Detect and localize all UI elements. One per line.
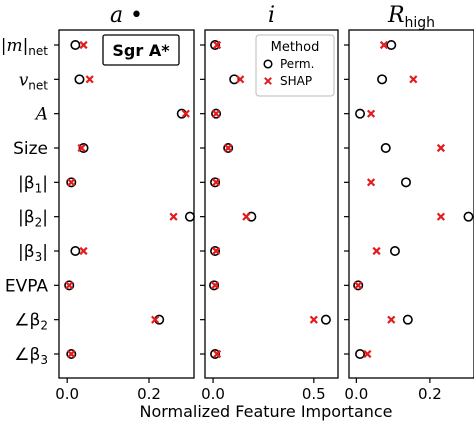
perm-point (355, 348, 366, 359)
x-tick-label: 0.0 (201, 385, 225, 403)
shap-point (354, 281, 363, 290)
perm-point (463, 211, 474, 222)
annotation-text: Sgr A* (112, 41, 170, 60)
shap-point (65, 281, 74, 290)
feature-label: ∠β2 (14, 311, 48, 333)
perm-point (210, 39, 221, 50)
legend-title: Method (271, 40, 320, 55)
legend-marker-shap (264, 77, 272, 85)
feature-label: EVPA (5, 276, 49, 296)
shap-point (213, 349, 222, 359)
feature-label: ∠β3 (14, 345, 48, 367)
legend-marker-perm (263, 59, 273, 69)
shap-point (436, 212, 445, 221)
feature-label: |m|net (1, 36, 49, 58)
panel: 0.0 0.2 a • Sgr A* (54, 3, 195, 403)
panel-title: a • (110, 3, 143, 28)
perm-point (210, 246, 221, 257)
perm-point (64, 280, 75, 291)
shap-point (363, 349, 372, 359)
perm-point (386, 39, 397, 50)
perm-point (229, 74, 240, 85)
shap-point (387, 315, 396, 324)
annotation-box (102, 34, 180, 66)
perm-point (223, 143, 234, 154)
perm-point (209, 280, 220, 291)
perm-point (380, 143, 391, 154)
panel-frame (348, 29, 474, 379)
shap-point (213, 40, 222, 50)
feature-label: |β2| (18, 208, 48, 230)
x-axis-label: Normalized Feature Importance (139, 402, 392, 421)
panel-frame (204, 29, 339, 379)
feature-label: |β1| (18, 173, 48, 195)
legend-box (255, 34, 335, 97)
perm-point (70, 246, 81, 257)
shap-point (366, 178, 376, 187)
shap-point (181, 109, 190, 118)
perm-point (210, 177, 221, 188)
feature-labels: |m|net vnet A Size |β1| |β2| |β3| EVPA ∠β2 ∠β3 (1, 36, 49, 367)
panel: 0.0 0.5 i Method Perm. SHAP (200, 3, 339, 403)
shap-point (242, 212, 251, 221)
shap-point (151, 315, 160, 324)
perm-point (66, 348, 77, 359)
shap-point (372, 246, 381, 256)
perm-point (184, 211, 195, 222)
shap-point (236, 75, 245, 84)
perm-point (211, 108, 222, 119)
perm-point (70, 39, 81, 50)
x-tick-label: 0.0 (344, 385, 368, 403)
panel-title: i (268, 3, 275, 28)
perm-point (402, 314, 413, 325)
panel: 0.0 0.2 Rhigh (344, 3, 474, 403)
shap-point (379, 40, 389, 50)
shap-point (212, 109, 221, 118)
shap-point (67, 349, 76, 359)
shap-point (224, 143, 233, 153)
perm-point (377, 74, 388, 85)
perm-point (400, 177, 411, 188)
feature-label: Size (13, 139, 48, 159)
x-tick-label: 0.0 (55, 385, 79, 403)
panel-title: Rhigh (387, 3, 435, 31)
shap-point (79, 246, 88, 256)
shap-point (210, 281, 220, 290)
shap-point (436, 143, 445, 153)
panel-frame (58, 29, 195, 379)
shap-point (212, 178, 221, 187)
legend-label: Perm. (280, 57, 314, 71)
perm-point (355, 108, 366, 119)
shap-point (85, 75, 94, 84)
perm-point (78, 143, 89, 154)
legend-label: SHAP (280, 74, 312, 88)
panels: 0.0 0.2a •Sgr A*0.0 0.5iMethodPerm.SHAP0.0… (54, 3, 474, 403)
perm-point (353, 280, 364, 291)
x-tick-label: 0.2 (137, 385, 161, 403)
shap-point (67, 178, 76, 187)
x-tick-label: 0.2 (418, 385, 442, 403)
x-tick-label: 0.5 (302, 385, 326, 403)
feature-label: A (34, 105, 48, 125)
feature-label: vnet (19, 70, 49, 92)
shap-point (409, 75, 418, 84)
perm-point (74, 74, 85, 85)
perm-point (389, 246, 400, 257)
shap-point (212, 246, 221, 256)
shap-point (169, 212, 178, 221)
perm-point (320, 314, 331, 325)
perm-point (66, 177, 77, 188)
shap-point (366, 109, 376, 118)
shap-point (77, 143, 86, 153)
shap-point (79, 40, 88, 50)
shap-point (309, 315, 318, 324)
perm-point (210, 348, 221, 359)
feature-label: |β3| (18, 242, 48, 264)
